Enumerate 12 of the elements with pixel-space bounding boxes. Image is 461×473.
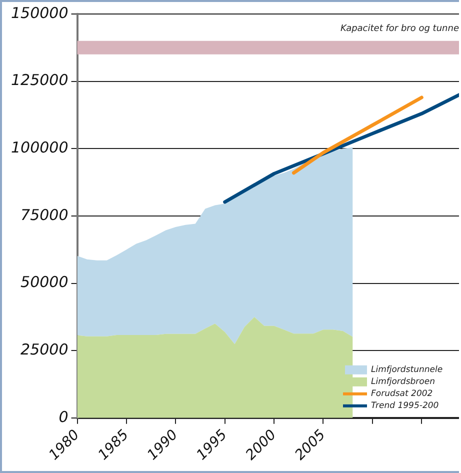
y-tick-label: 125000 (10, 71, 68, 90)
legend-label: Forudsat 2002 (371, 389, 433, 400)
y-tick-label: 0 (58, 408, 68, 426)
legend-label: Limfjordsbroen (371, 377, 435, 388)
legend-label: Limfjordstunnele (371, 365, 443, 376)
y-tick-label: 100000 (10, 138, 68, 157)
y-tick-label: 50000 (20, 273, 68, 292)
y-tick-label: 150000 (10, 4, 68, 22)
y-tick-label: 25000 (20, 340, 68, 358)
y-tick-label: 75000 (20, 206, 68, 224)
band-label: Kapacitet for bro og tunne (340, 24, 460, 34)
legend-label: Trend 1995-200 (371, 401, 439, 412)
